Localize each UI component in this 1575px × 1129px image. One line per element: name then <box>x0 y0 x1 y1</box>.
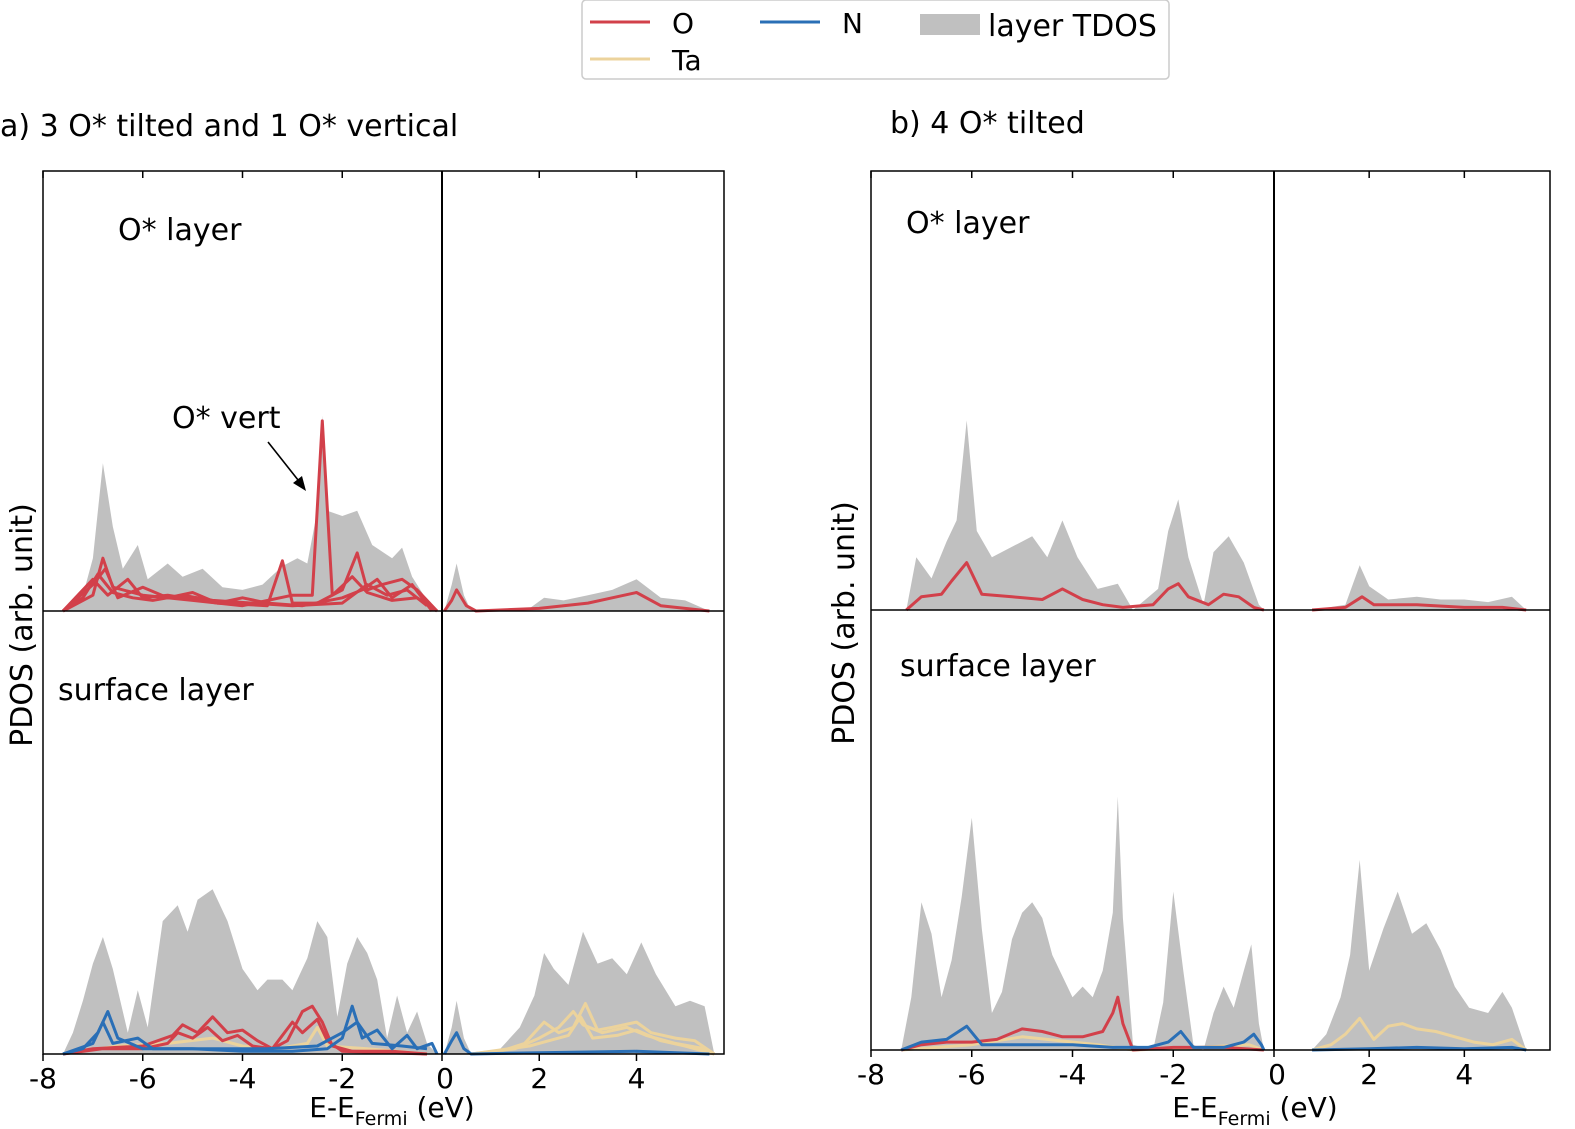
annotation-o-vert: O* vert <box>172 401 306 491</box>
panel-label: O* layer <box>118 213 242 248</box>
chart-b-xlabel: E-EFermi (eV) <box>1172 1091 1337 1129</box>
xlabel-unit: (eV) <box>408 1091 475 1124</box>
axes-border <box>42 170 725 1055</box>
pdos-line-ta <box>471 1002 716 1056</box>
pdos-line-n <box>443 1031 710 1056</box>
pdos-line-n <box>62 1004 439 1056</box>
x-tick-label: -4 <box>1059 1058 1087 1091</box>
panel-surface-layer: surface layer <box>58 673 716 1056</box>
pdos-line-o <box>61 551 439 613</box>
pdos-line-o <box>62 572 428 613</box>
chart-b: O* layer surface layer -8 -6 -4 -2 0 2 4 <box>857 170 1551 1091</box>
annotation-text: O* vert <box>172 401 281 436</box>
x-tick-label: -6 <box>958 1058 986 1091</box>
tdos-area-unoccupied <box>1312 565 1527 610</box>
legend-label-tdos: layer TDOS <box>988 9 1157 44</box>
x-tick-label: -4 <box>229 1062 257 1095</box>
pdos-line-o <box>62 1017 428 1056</box>
x-tick-label: -8 <box>29 1062 57 1095</box>
panel-label: O* layer <box>906 206 1030 241</box>
legend: O N layer TDOS Ta <box>581 0 1170 80</box>
x-tick-label: 2 <box>1360 1058 1378 1091</box>
pdos-line-o <box>62 567 434 613</box>
tdos-area-occupied <box>906 420 1264 610</box>
x-tick-label: -2 <box>1159 1058 1187 1091</box>
x-tick-label: -6 <box>129 1062 157 1095</box>
tdos-area-occupied <box>63 889 437 1054</box>
legend-frame <box>581 0 1170 80</box>
chart-b-xlabel-text: E-EFermi (eV) <box>1172 1091 1337 1129</box>
x-tick-label: 2 <box>530 1062 548 1095</box>
tdos-area-occupied <box>63 415 437 611</box>
legend-label-o: O <box>672 7 694 40</box>
tdos-area-unoccupied <box>444 931 715 1054</box>
x-tick-label: -2 <box>328 1062 356 1095</box>
tdos-area-occupied <box>901 796 1264 1050</box>
chart-a-ylabel-text: PDOS (arb. unit) <box>5 503 40 747</box>
pdos-line-o <box>443 588 710 613</box>
pdos-line-o <box>1311 595 1527 612</box>
pdos-line-n <box>900 1024 1266 1052</box>
pdos-line-ta <box>470 1015 715 1056</box>
panel-surface-layer: surface layer <box>900 649 1528 1052</box>
x-ticks: -8 -6 -4 -2 0 2 4 <box>857 171 1473 1091</box>
xlabel-sub: Fermi <box>355 1108 408 1129</box>
x-tick-label: -8 <box>857 1058 885 1091</box>
annotation-arrow-head <box>293 476 306 491</box>
x-ticks: -8 -6 -4 -2 0 2 4 <box>29 171 645 1095</box>
pdos-line-o <box>905 561 1265 612</box>
panel-label: surface layer <box>900 649 1096 684</box>
chart-b-title: b) 4 O* tilted <box>890 106 1085 141</box>
xlabel-main: E-E <box>309 1091 355 1124</box>
axes-frame <box>870 170 1551 1051</box>
axes-frame <box>42 170 725 1055</box>
tdos-area-unoccupied <box>1312 859 1527 1050</box>
chart-a-xlabel-text: E-EFermi (eV) <box>309 1091 474 1129</box>
annotation-arrow-shaft <box>267 441 303 486</box>
panel-label: surface layer <box>58 673 254 708</box>
chart-b-ylabel: PDOS (arb. unit) <box>827 501 862 745</box>
x-tick-label: 4 <box>1455 1058 1473 1091</box>
panel-o-layer: O* layer <box>905 206 1527 612</box>
panel-o-layer: O* layer <box>61 213 710 613</box>
pdos-line-n <box>1312 1045 1527 1052</box>
legend-swatch-tdos <box>920 14 980 35</box>
xlabel-sub: Fermi <box>1218 1108 1271 1129</box>
chart-a-ylabel: PDOS (arb. unit) <box>5 503 40 747</box>
xlabel-unit: (eV) <box>1271 1091 1338 1124</box>
pdos-line-ta <box>1311 1016 1528 1052</box>
x-tick-label: 0 <box>1268 1058 1286 1091</box>
xlabel-main: E-E <box>1172 1091 1218 1124</box>
tdos-area-unoccupied <box>444 563 710 611</box>
legend-label-ta: Ta <box>671 44 702 77</box>
x-tick-label: 4 <box>628 1062 646 1095</box>
pdos-line-n <box>62 1020 428 1056</box>
pdos-line-o <box>900 995 1264 1052</box>
x-tick-label: 0 <box>436 1062 454 1095</box>
legend-label-n: N <box>842 7 863 40</box>
chart-a-title: a) 3 O* tilted and 1 O* vertical <box>0 109 458 144</box>
chart-b-ylabel-text: PDOS (arb. unit) <box>827 501 862 745</box>
chart-a-xlabel: E-EFermi (eV) <box>309 1091 474 1129</box>
chart-a: O* layer surface layer -8 -6 -4 -2 0 2 4 O* vert <box>29 170 725 1095</box>
